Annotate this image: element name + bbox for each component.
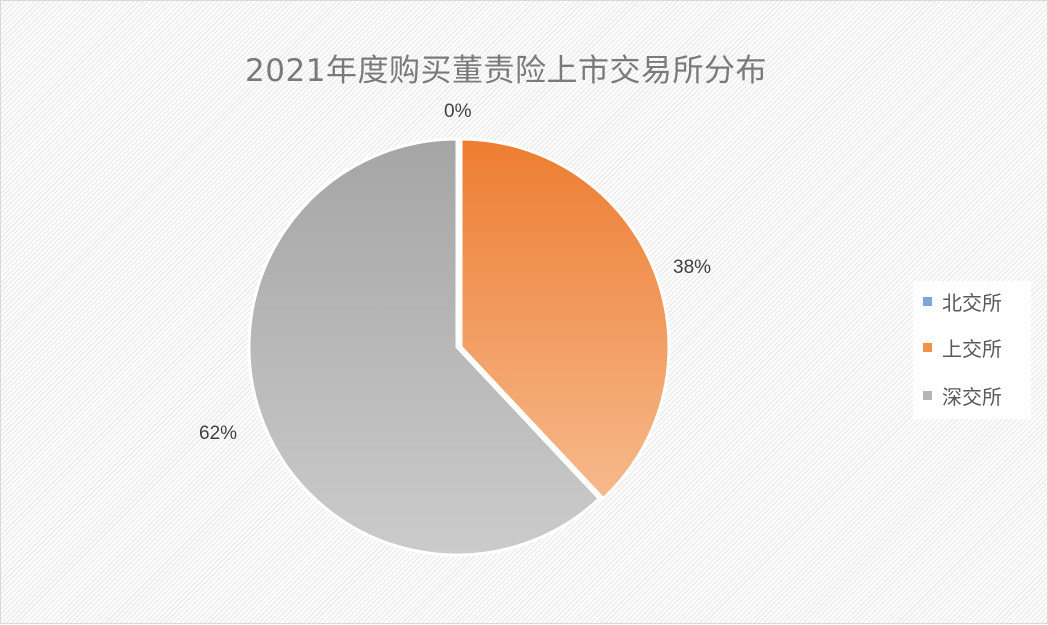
legend-swatch-orange-icon	[923, 343, 932, 352]
pie-slice-szs[interactable]	[247, 137, 602, 557]
pie-slice-bjs[interactable]	[458, 138, 461, 348]
chart-title: 2021年度购买董责险上市交易所分布	[245, 53, 767, 89]
legend-label: 上交所	[942, 337, 1002, 361]
legend-swatch-gray-icon	[923, 391, 932, 400]
legend-item-bjs[interactable]: 北交所	[923, 287, 1002, 316]
legend-item-sjs[interactable]: 上交所	[923, 333, 1002, 362]
legend-label: 深交所	[942, 385, 1002, 409]
data-label-bjs: 0%	[444, 101, 472, 122]
legend-swatch-blue-icon	[923, 297, 932, 306]
legend-label: 北交所	[942, 291, 1002, 315]
data-label-szs: 62%	[199, 423, 238, 444]
data-label-sjs: 38%	[673, 257, 712, 278]
legend-item-szs[interactable]: 深交所	[923, 381, 1002, 410]
legend: 北交所 上交所 深交所	[913, 281, 1031, 419]
pie-slice-sjs[interactable]	[459, 137, 671, 501]
